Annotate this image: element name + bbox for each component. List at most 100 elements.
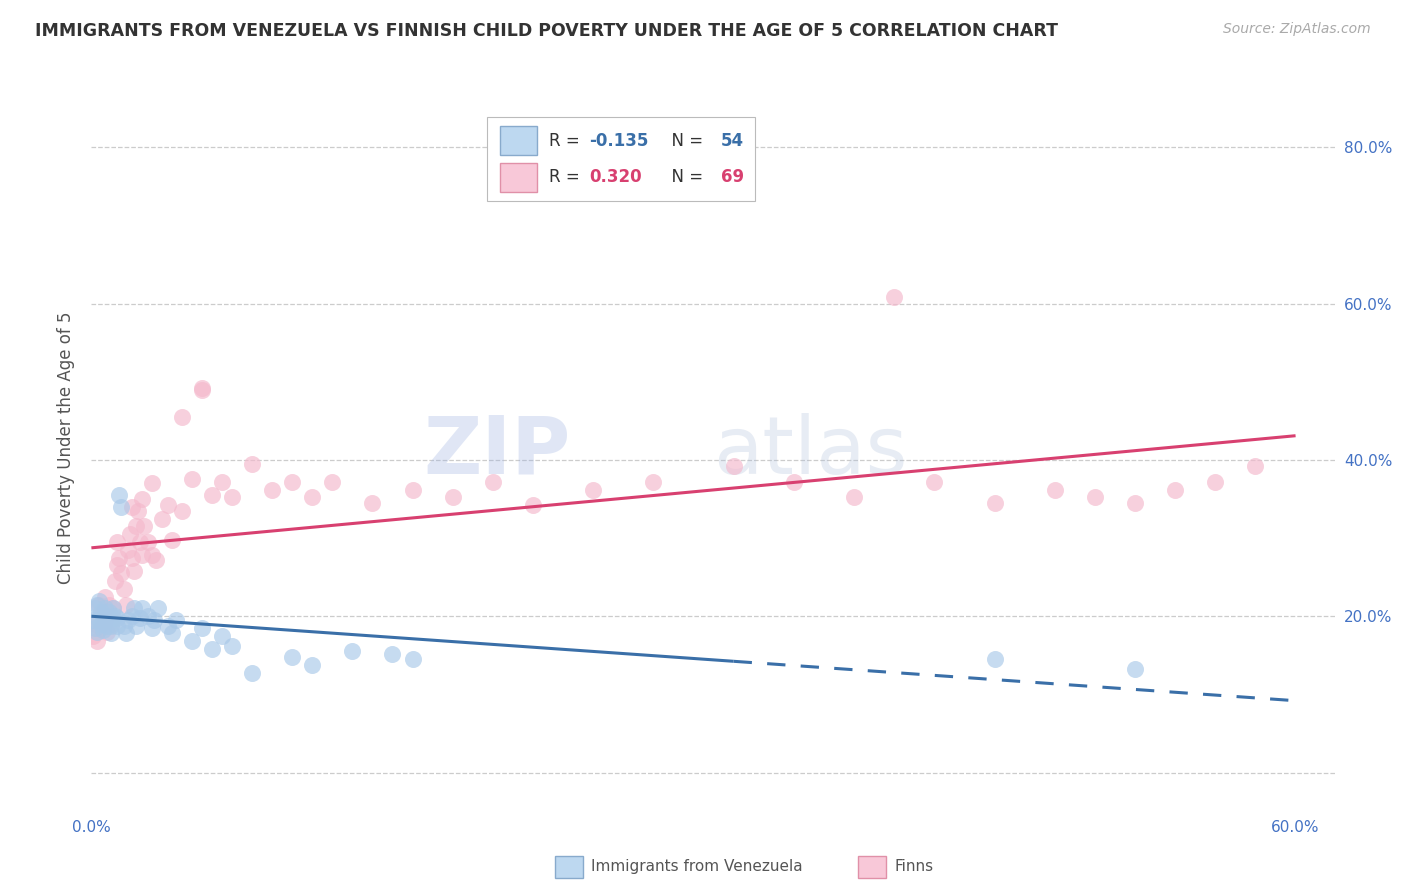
Point	[180, 473, 202, 487]
Point	[160, 533, 183, 547]
Point	[104, 574, 127, 588]
Point	[1123, 496, 1146, 510]
Point	[124, 519, 146, 533]
Point	[114, 626, 136, 640]
FancyBboxPatch shape	[499, 162, 537, 192]
Point	[145, 553, 167, 567]
Point	[110, 566, 132, 581]
Point	[112, 618, 135, 632]
Point	[201, 642, 224, 657]
Point	[117, 613, 139, 627]
Point	[121, 500, 143, 514]
Point	[117, 542, 139, 557]
Point	[361, 496, 384, 510]
Point	[301, 657, 323, 672]
Point	[122, 601, 145, 615]
Point	[1084, 491, 1107, 505]
Point	[96, 624, 118, 639]
Point	[90, 606, 112, 620]
Point	[191, 621, 214, 635]
Point	[90, 621, 112, 635]
Point	[122, 564, 145, 578]
Point	[401, 483, 423, 497]
Point	[301, 491, 323, 505]
Point	[150, 511, 173, 525]
Text: -0.135: -0.135	[589, 132, 648, 150]
Point	[127, 504, 149, 518]
Point	[93, 606, 115, 620]
Point	[783, 475, 806, 489]
Point	[82, 629, 104, 643]
Point	[96, 618, 118, 632]
Text: R =: R =	[550, 132, 585, 150]
Text: R =: R =	[550, 168, 585, 186]
Text: ZIP: ZIP	[423, 413, 571, 491]
Point	[221, 639, 243, 653]
Text: 54: 54	[721, 132, 744, 150]
Text: Finns: Finns	[894, 859, 934, 873]
Point	[131, 601, 153, 615]
Point	[104, 609, 127, 624]
Point	[124, 618, 146, 632]
Text: N =: N =	[661, 168, 709, 186]
Point	[132, 519, 155, 533]
Point	[221, 491, 243, 505]
Point	[94, 613, 117, 627]
FancyBboxPatch shape	[499, 126, 537, 155]
Point	[136, 609, 159, 624]
Point	[89, 593, 111, 607]
Point	[156, 618, 179, 632]
Point	[86, 634, 108, 648]
Point	[1204, 475, 1226, 489]
Point	[1164, 483, 1187, 497]
Point	[170, 409, 193, 424]
Point	[201, 488, 224, 502]
Point	[128, 611, 150, 625]
Text: 0.320: 0.320	[589, 168, 641, 186]
Point	[112, 582, 135, 596]
Point	[522, 498, 544, 512]
Point	[582, 483, 605, 497]
Point	[1043, 483, 1066, 497]
Point	[98, 606, 121, 620]
Point	[191, 381, 214, 395]
Point	[160, 626, 183, 640]
Point	[983, 652, 1005, 666]
Point	[107, 611, 129, 625]
Point	[321, 475, 343, 489]
Point	[260, 483, 283, 497]
Point	[723, 459, 745, 474]
Point	[94, 601, 117, 615]
Point	[93, 613, 115, 627]
Text: N =: N =	[661, 132, 709, 150]
Point	[131, 549, 153, 563]
FancyBboxPatch shape	[486, 118, 755, 201]
Point	[342, 644, 364, 658]
Point	[107, 558, 129, 573]
Point	[96, 611, 118, 625]
Point	[141, 476, 163, 491]
Point	[842, 491, 865, 505]
Text: Source: ZipAtlas.com: Source: ZipAtlas.com	[1223, 22, 1371, 37]
Point	[107, 535, 129, 549]
Point	[142, 613, 165, 627]
Point	[381, 647, 404, 661]
Text: Immigrants from Venezuela: Immigrants from Venezuela	[591, 859, 803, 873]
Point	[441, 491, 464, 505]
Point	[103, 601, 125, 615]
Point	[191, 383, 214, 397]
Point	[103, 601, 125, 615]
Point	[156, 498, 179, 512]
Point	[82, 613, 104, 627]
Point	[100, 626, 122, 640]
Y-axis label: Child Poverty Under the Age of 5: Child Poverty Under the Age of 5	[58, 312, 76, 584]
Point	[121, 550, 143, 565]
Point	[84, 601, 107, 615]
Point	[93, 624, 115, 638]
Point	[94, 609, 117, 624]
Point	[108, 550, 131, 565]
Text: 69: 69	[721, 168, 744, 186]
Point	[1244, 459, 1267, 474]
Point	[100, 617, 122, 632]
Point	[89, 613, 111, 627]
